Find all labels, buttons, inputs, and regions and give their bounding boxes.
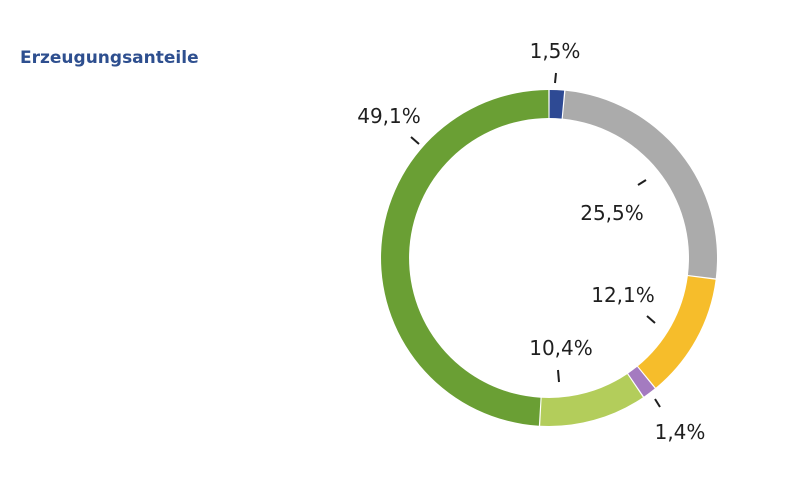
slice-label-6: 49,1% [357, 104, 421, 128]
donut-slice-3 [637, 276, 716, 388]
slices-layer [381, 90, 718, 427]
leader-line-5 [557, 369, 560, 383]
slice-label-5: 10,4% [529, 336, 593, 360]
chart-title: Erzeugungsanteile [20, 48, 199, 68]
leader-line-2 [637, 179, 647, 186]
donut-slice-6 [381, 90, 549, 426]
donut-slice-2 [562, 90, 718, 279]
donut-slice-4 [628, 366, 655, 397]
slice-label-3: 12,1% [591, 283, 655, 307]
leader-line-1 [554, 72, 557, 84]
donut-slice-1 [549, 90, 565, 119]
labels-layer: 1,5% 25,5% 12,1% 1,4% 10,4% 49,1% [357, 39, 705, 444]
leader-line-6 [410, 136, 420, 145]
leader-line-3 [646, 315, 656, 324]
slice-label-2: 25,5% [580, 201, 644, 225]
slice-label-1: 1,5% [530, 39, 581, 63]
leader-line-4 [654, 398, 661, 408]
leaders-layer [410, 72, 661, 408]
slice-label-4: 1,4% [655, 420, 706, 444]
donut-slice-5 [540, 374, 643, 427]
